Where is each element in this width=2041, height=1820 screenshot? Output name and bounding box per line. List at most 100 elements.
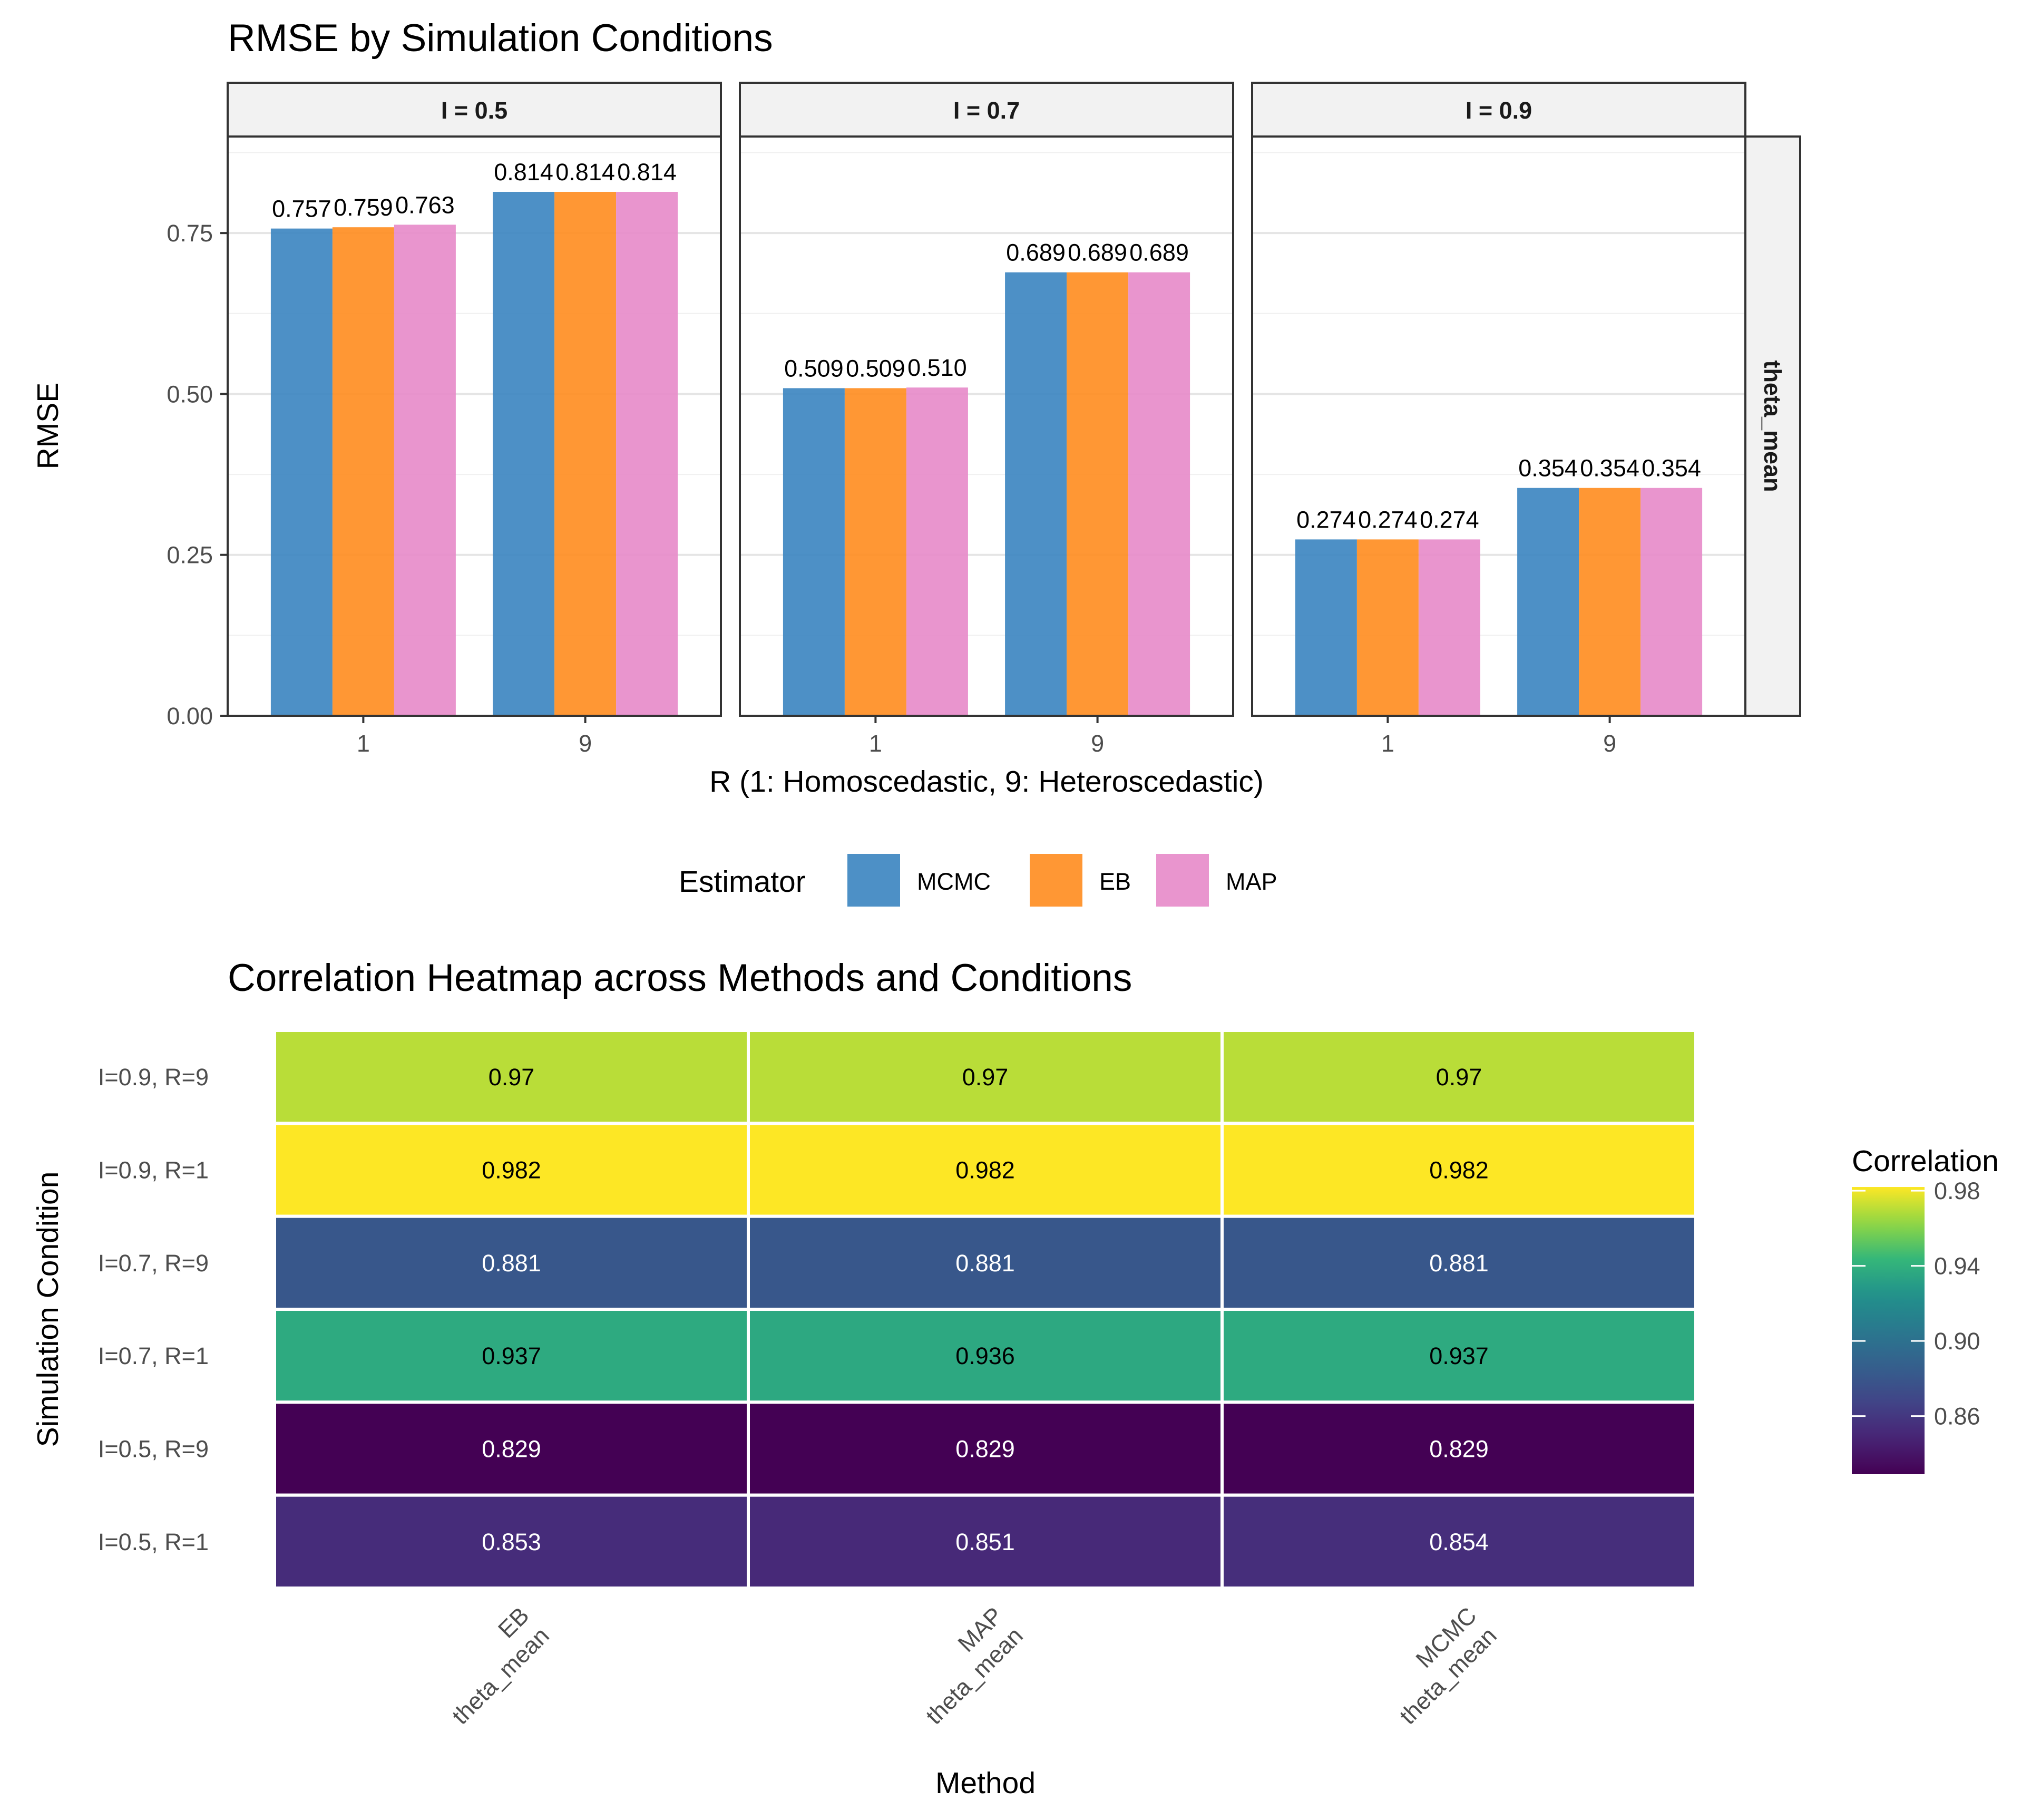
heatmap-cell-label: 0.881	[1429, 1250, 1489, 1277]
x-method-label-line: theta_mean	[447, 1622, 554, 1729]
y-category-label: I=0.9, R=9	[98, 1064, 209, 1091]
bar-value-label: 0.689	[1129, 239, 1189, 266]
heatmap-cell-label: 0.97	[489, 1064, 535, 1091]
heatmap-cell-label: 0.829	[955, 1436, 1015, 1463]
heatmap-cell	[1220, 1308, 1697, 1404]
bar-value-label: 0.509	[784, 355, 844, 382]
bar-eb	[554, 192, 617, 716]
heatmap-cell-label: 0.937	[1429, 1342, 1489, 1369]
facet-strip	[1251, 82, 1746, 138]
colorbar-tick-label: 0.94	[1934, 1253, 1980, 1280]
facet-panel-border	[739, 135, 1234, 717]
y-category-label: I=0.5, R=1	[98, 1529, 209, 1555]
chart-title: RMSE by Simulation Conditions	[228, 17, 773, 60]
heatmap-cell-label: 0.936	[955, 1342, 1015, 1369]
heatmap-cell-label: 0.851	[955, 1529, 1015, 1555]
heatmap-cell-label: 0.881	[955, 1250, 1015, 1277]
facet-strip	[227, 82, 722, 138]
x-method-label: EBtheta_mean	[426, 1602, 554, 1729]
bar-mcmc	[1295, 539, 1357, 716]
heatmap-cell-label: 0.829	[1429, 1436, 1489, 1463]
heatmap-cell-label: 0.829	[482, 1436, 541, 1463]
bar-map	[1128, 272, 1190, 716]
bar-value-label: 0.354	[1580, 455, 1639, 482]
bar-map	[616, 192, 678, 716]
heatmap-cell-label: 0.854	[1429, 1529, 1489, 1555]
x-method-label: MAPtheta_mean	[900, 1602, 1028, 1729]
facet-label: I = 0.5	[441, 97, 507, 124]
heatmap-cell-label: 0.982	[955, 1157, 1015, 1184]
legend-title: Estimator	[679, 865, 806, 899]
heatmap-title: Correlation Heatmap across Methods and C…	[228, 957, 1132, 999]
x-axis-title: R (1: Homoscedastic, 9: Heteroscedastic)	[709, 765, 1264, 799]
bar-map	[1418, 539, 1480, 716]
heatmap-y-axis-title: Simulation Condition	[31, 1172, 65, 1447]
x-tick-label: 1	[1381, 730, 1394, 757]
colorbar-tick-label: 0.90	[1934, 1328, 1980, 1355]
y-tick-label: 0.75	[167, 220, 213, 247]
bar-value-label: 0.689	[1006, 239, 1066, 266]
bar-value-label: 0.274	[1358, 506, 1418, 533]
heatmap-cell	[273, 1493, 750, 1590]
bar-mcmc	[1005, 272, 1067, 716]
bar-value-label: 0.759	[334, 194, 393, 221]
bar-map	[906, 387, 968, 716]
y-tick-label: 0.50	[167, 381, 213, 407]
heatmap-cell-label: 0.97	[962, 1064, 1009, 1091]
heatmap-cell	[747, 1029, 1224, 1125]
heatmap-cell	[747, 1122, 1224, 1218]
x-tick-label: 9	[1091, 730, 1104, 757]
legend-key-mcmc	[847, 854, 900, 907]
heatmap-cell	[747, 1400, 1224, 1497]
heatmap-cell	[273, 1122, 750, 1218]
y-tick-label: 0.25	[167, 542, 213, 569]
bar-eb	[1356, 539, 1419, 716]
heatmap-cell	[1220, 1029, 1697, 1125]
colorbar	[1852, 1187, 1925, 1474]
bar-mcmc	[493, 192, 555, 716]
heatmap-cell-label: 0.97	[1436, 1064, 1482, 1091]
y-tick-label: 0.00	[167, 703, 213, 729]
row-facet-strip	[1744, 135, 1801, 717]
bar-value-label: 0.814	[555, 159, 615, 186]
colorbar-tick-label: 0.98	[1934, 1177, 1980, 1204]
x-method-label: MCMCtheta_mean	[1374, 1602, 1501, 1729]
bar-mcmc	[270, 228, 333, 716]
heatmap-cell	[273, 1214, 750, 1311]
legend-label-mcmc: MCMC	[917, 868, 991, 895]
heatmap-cell	[273, 1400, 750, 1497]
colorbar-title: Correlation	[1852, 1144, 1999, 1178]
heatmap-cell	[273, 1308, 750, 1404]
heatmap-cell	[273, 1029, 750, 1125]
heatmap-cell	[1220, 1122, 1697, 1218]
heatmap-cell-label: 0.982	[482, 1157, 541, 1184]
rmse-bar-chart: RMSE by Simulation Conditions I = 0.5 0.75…	[31, 17, 1801, 907]
legend-label-eb: EB	[1099, 868, 1131, 895]
bar-map	[394, 225, 456, 716]
y-category-label: I=0.7, R=9	[98, 1250, 209, 1277]
bar-value-label: 0.814	[617, 159, 677, 186]
bar-eb	[1067, 272, 1129, 716]
row-facet-label: theta_mean	[1759, 360, 1786, 492]
bar-value-label: 0.354	[1642, 455, 1701, 482]
heatmap-cell	[1220, 1493, 1697, 1590]
bar-mcmc	[1517, 488, 1579, 716]
legend-key-eb	[1030, 854, 1082, 907]
x-tick-label: 1	[357, 730, 370, 757]
bar-value-label: 0.763	[395, 191, 455, 218]
bar-value-label: 0.689	[1068, 239, 1127, 266]
facet-panel-border	[227, 135, 722, 717]
heatmap-cell-label: 0.853	[482, 1529, 541, 1555]
y-axis-title: RMSE	[31, 383, 65, 470]
y-category-label: I=0.7, R=1	[98, 1342, 209, 1369]
legend-key-map	[1156, 854, 1209, 907]
y-category-label: I=0.9, R=1	[98, 1157, 209, 1184]
bar-value-label: 0.274	[1420, 506, 1479, 533]
y-category-label: I=0.5, R=9	[98, 1436, 209, 1463]
bar-value-label: 0.274	[1296, 506, 1356, 533]
heatmap-cell-label: 0.982	[1429, 1157, 1489, 1184]
x-tick-label: 9	[579, 730, 592, 757]
x-tick-label: 1	[869, 730, 882, 757]
bar-value-label: 0.757	[272, 196, 331, 222]
